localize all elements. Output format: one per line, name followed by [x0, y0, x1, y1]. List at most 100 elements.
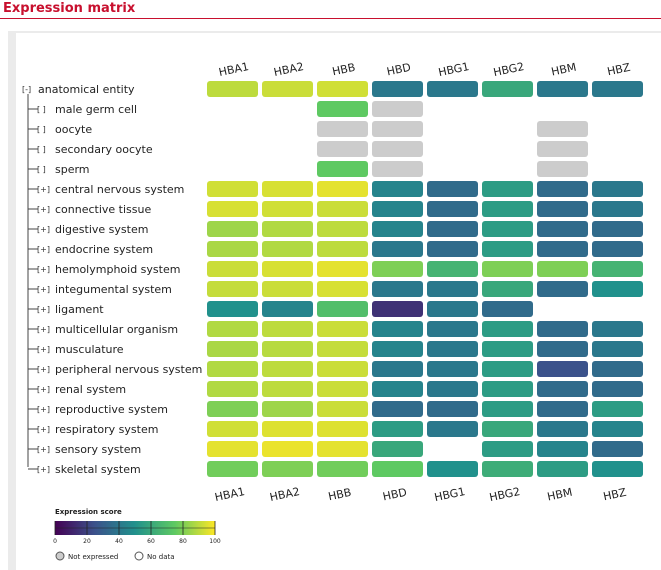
tree-toggle[interactable]: [+]	[37, 225, 50, 234]
heatmap-cell[interactable]	[537, 261, 588, 277]
heatmap-cell[interactable]	[592, 421, 643, 437]
tree-node-label[interactable]: respiratory system	[55, 423, 158, 436]
tree-toggle[interactable]: [+]	[37, 325, 50, 334]
gene-label-top[interactable]: HBD	[386, 61, 412, 79]
tree-node-label[interactable]: multicellular organism	[55, 323, 178, 336]
tree-node-label[interactable]: digestive system	[55, 223, 148, 236]
tree-toggle[interactable]: [+]	[37, 365, 50, 374]
tree-node-label[interactable]: hemolymphoid system	[55, 263, 180, 276]
heatmap-cell[interactable]	[317, 421, 368, 437]
heatmap-cell[interactable]	[592, 181, 643, 197]
heatmap-cell[interactable]	[262, 261, 313, 277]
tree-node-label[interactable]: connective tissue	[55, 203, 151, 216]
tree-node-label[interactable]: ligament	[55, 303, 104, 316]
gene-label-bottom[interactable]: HBG1	[433, 485, 466, 504]
heatmap-cell[interactable]	[482, 461, 533, 477]
heatmap-cell[interactable]	[317, 161, 368, 177]
heatmap-cell[interactable]	[537, 461, 588, 477]
heatmap-cell[interactable]	[592, 81, 643, 97]
heatmap-cell[interactable]	[317, 141, 368, 157]
heatmap-cell[interactable]	[372, 441, 423, 457]
tree-toggle[interactable]: [ ]	[37, 165, 46, 174]
heatmap-cell[interactable]	[372, 401, 423, 417]
heatmap-cell[interactable]	[482, 321, 533, 337]
heatmap-cell[interactable]	[372, 321, 423, 337]
heatmap-cell[interactable]	[537, 241, 588, 257]
heatmap-cell[interactable]	[262, 421, 313, 437]
heatmap-cell[interactable]	[207, 301, 258, 317]
heatmap-cell[interactable]	[482, 281, 533, 297]
tree-toggle[interactable]: [+]	[37, 245, 50, 254]
heatmap-cell[interactable]	[207, 341, 258, 357]
heatmap-cell[interactable]	[482, 261, 533, 277]
heatmap-cell[interactable]	[372, 301, 423, 317]
tree-toggle[interactable]: [ ]	[37, 125, 46, 134]
heatmap-cell[interactable]	[482, 421, 533, 437]
heatmap-cell[interactable]	[537, 381, 588, 397]
heatmap-cell[interactable]	[372, 161, 423, 177]
heatmap-cell[interactable]	[317, 361, 368, 377]
heatmap-cell[interactable]	[427, 361, 478, 377]
heatmap-cell[interactable]	[482, 181, 533, 197]
heatmap-cell[interactable]	[317, 261, 368, 277]
tree-node-label[interactable]: central nervous system	[55, 183, 184, 196]
tree-node-label[interactable]: reproductive system	[55, 403, 168, 416]
heatmap-cell[interactable]	[262, 341, 313, 357]
tree-node-label[interactable]: oocyte	[55, 123, 92, 136]
heatmap-cell[interactable]	[427, 81, 478, 97]
heatmap-cell[interactable]	[317, 281, 368, 297]
heatmap-cell[interactable]	[317, 381, 368, 397]
heatmap-cell[interactable]	[207, 401, 258, 417]
tree-toggle[interactable]: [+]	[37, 465, 50, 474]
tree-node-label[interactable]: anatomical entity	[38, 83, 135, 96]
heatmap-cell[interactable]	[537, 361, 588, 377]
heatmap-cell[interactable]	[317, 81, 368, 97]
heatmap-cell[interactable]	[427, 261, 478, 277]
heatmap-cell[interactable]	[372, 181, 423, 197]
heatmap-cell[interactable]	[207, 241, 258, 257]
heatmap-cell[interactable]	[262, 441, 313, 457]
heatmap-cell[interactable]	[537, 121, 588, 137]
heatmap-cell[interactable]	[427, 321, 478, 337]
heatmap-cell[interactable]	[427, 181, 478, 197]
heatmap-cell[interactable]	[482, 381, 533, 397]
tree-toggle[interactable]: [+]	[37, 185, 50, 194]
heatmap-cell[interactable]	[262, 241, 313, 257]
heatmap-cell[interactable]	[207, 421, 258, 437]
heatmap-cell[interactable]	[207, 441, 258, 457]
heatmap-cell[interactable]	[207, 81, 258, 97]
heatmap-cell[interactable]	[372, 421, 423, 437]
heatmap-cell[interactable]	[592, 321, 643, 337]
tree-toggle[interactable]: [-]	[22, 85, 31, 94]
heatmap-cell[interactable]	[372, 81, 423, 97]
heatmap-cell[interactable]	[317, 221, 368, 237]
heatmap-cell[interactable]	[372, 141, 423, 157]
heatmap-cell[interactable]	[317, 341, 368, 357]
heatmap-cell[interactable]	[317, 461, 368, 477]
heatmap-cell[interactable]	[427, 281, 478, 297]
heatmap-cell[interactable]	[482, 301, 533, 317]
heatmap-cell[interactable]	[317, 201, 368, 217]
heatmap-cell[interactable]	[537, 201, 588, 217]
heatmap-cell[interactable]	[317, 121, 368, 137]
heatmap-cell[interactable]	[262, 181, 313, 197]
heatmap-cell[interactable]	[372, 121, 423, 137]
tree-toggle[interactable]: [+]	[37, 405, 50, 414]
heatmap-cell[interactable]	[537, 161, 588, 177]
heatmap-cell[interactable]	[207, 181, 258, 197]
heatmap-cell[interactable]	[207, 261, 258, 277]
heatmap-cell[interactable]	[372, 221, 423, 237]
tree-toggle[interactable]: [ ]	[37, 105, 46, 114]
tree-node-label[interactable]: sensory system	[55, 443, 141, 456]
gene-label-top[interactable]: HBB	[331, 61, 357, 79]
heatmap-cell[interactable]	[537, 141, 588, 157]
heatmap-cell[interactable]	[372, 101, 423, 117]
heatmap-cell[interactable]	[427, 241, 478, 257]
gene-label-top[interactable]: HBA1	[218, 60, 250, 79]
heatmap-cell[interactable]	[317, 241, 368, 257]
heatmap-cell[interactable]	[317, 301, 368, 317]
tree-toggle[interactable]: [+]	[37, 345, 50, 354]
gene-label-top[interactable]: HBG1	[437, 60, 470, 79]
heatmap-cell[interactable]	[537, 341, 588, 357]
heatmap-cell[interactable]	[427, 341, 478, 357]
